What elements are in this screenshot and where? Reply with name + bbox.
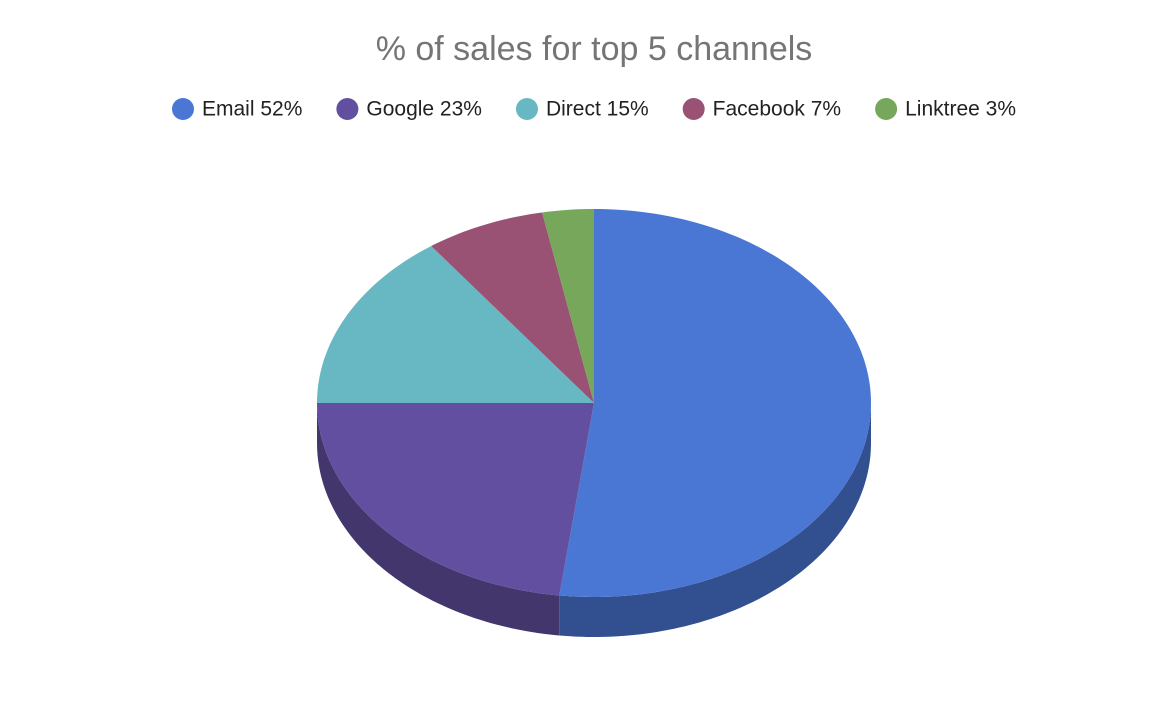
pie-slice	[317, 403, 594, 596]
pie-slice	[559, 209, 871, 597]
slice-side	[559, 403, 871, 637]
pie-sides	[317, 403, 871, 637]
legend-marker	[515, 98, 538, 120]
pie-slice	[542, 209, 594, 403]
pie-slice	[317, 246, 594, 403]
legend-label: Facebook 7%	[713, 98, 841, 121]
legend-label: Direct 15%	[546, 98, 649, 121]
legend-label: Email 52%	[202, 98, 302, 121]
legend-marker	[171, 98, 194, 120]
legend-label: Google 23%	[366, 98, 482, 121]
pie-tops	[317, 209, 871, 597]
slice-side	[317, 403, 560, 636]
legend-marker	[336, 98, 359, 120]
pie-slice	[431, 212, 594, 403]
legend: Email 52% Google 23% Direct 15% Facebook 7%…	[171, 98, 1016, 121]
legend-marker	[682, 98, 705, 120]
chart-title: % of sales for top 5 channels	[376, 30, 813, 68]
legend-label: Linktree 3%	[905, 98, 1016, 121]
legend-marker	[875, 98, 898, 120]
